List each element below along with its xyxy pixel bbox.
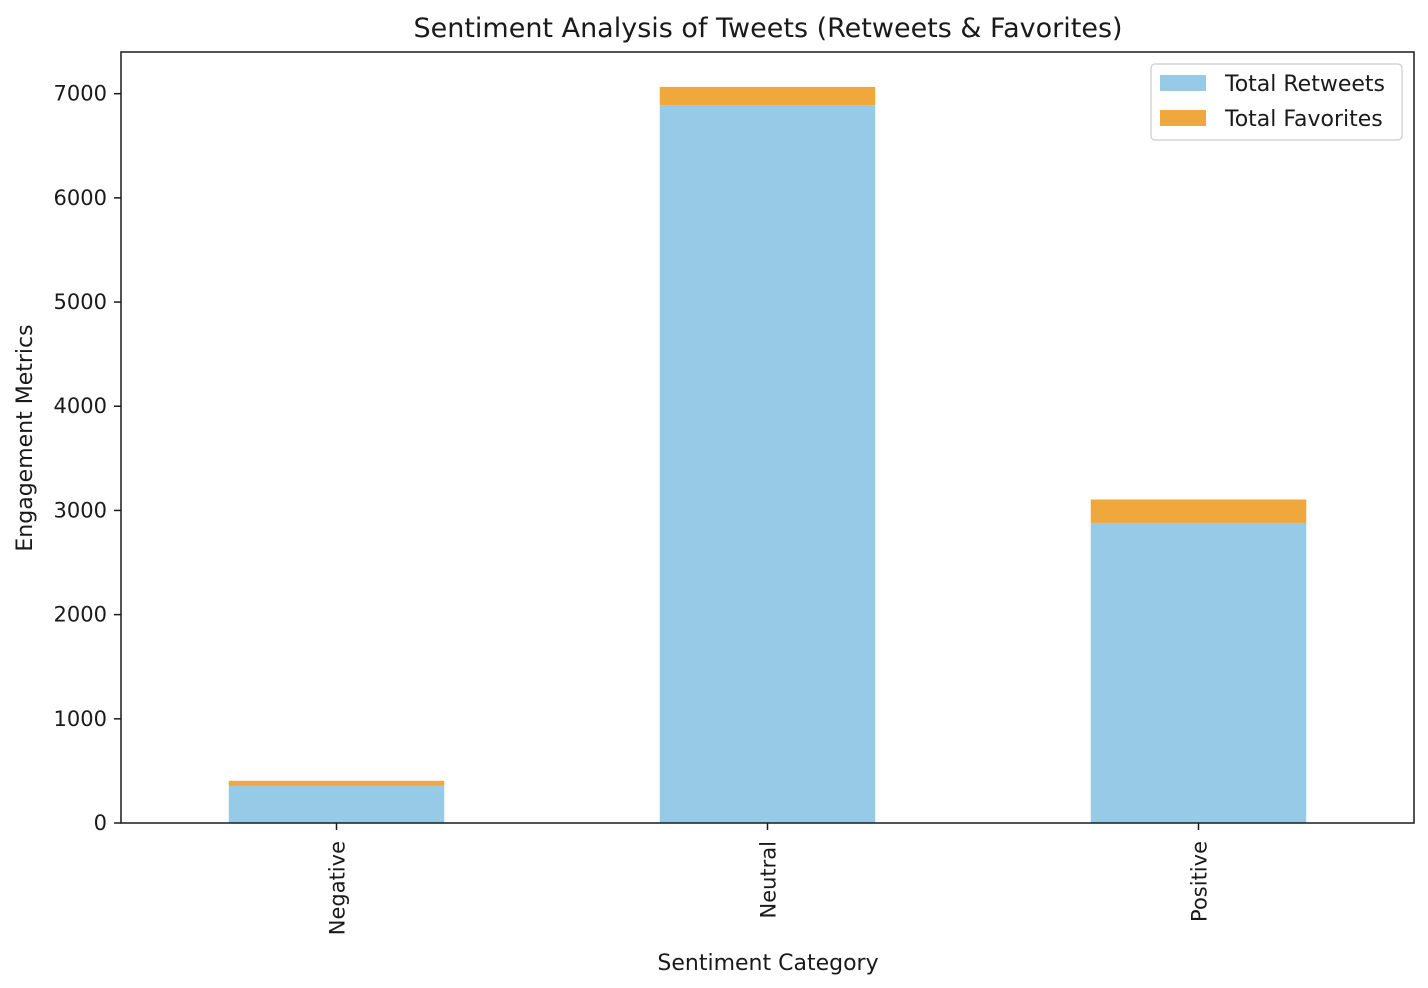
legend-swatch-total-retweets bbox=[1160, 75, 1206, 91]
bar-neutral-total-retweets bbox=[659, 105, 876, 823]
x-tick-label-negative: Negative bbox=[326, 841, 350, 935]
x-tick-label-positive: Positive bbox=[1188, 841, 1212, 922]
x-tick-label-neutral: Neutral bbox=[757, 841, 781, 919]
y-axis-ticks: 0 1000 2000 3000 4000 5000 6000 7000 bbox=[54, 82, 121, 835]
bars-group bbox=[228, 86, 1307, 823]
legend: Total Retweets Total Favorites bbox=[1150, 63, 1403, 141]
y-axis-label: Engagement Metrics bbox=[13, 324, 38, 551]
y-tick-label: 3000 bbox=[54, 498, 107, 522]
x-axis-ticks: Negative Neutral Positive bbox=[326, 823, 1212, 935]
chart-title: Sentiment Analysis of Tweets (Retweets &… bbox=[413, 13, 1122, 44]
y-tick-label: 2000 bbox=[54, 603, 107, 627]
legend-swatch-total-favorites bbox=[1160, 110, 1206, 126]
legend-label-total-favorites: Total Favorites bbox=[1224, 107, 1383, 132]
y-tick-label: 0 bbox=[94, 811, 107, 835]
bar-negative-total-retweets bbox=[228, 785, 445, 823]
x-axis-label: Sentiment Category bbox=[657, 951, 878, 976]
bar-positive-total-favorites bbox=[1090, 499, 1307, 523]
y-tick-label: 6000 bbox=[54, 186, 107, 210]
y-tick-label: 1000 bbox=[54, 707, 107, 731]
legend-label-total-retweets: Total Retweets bbox=[1224, 72, 1385, 97]
y-tick-label: 4000 bbox=[54, 394, 107, 418]
bar-positive-total-retweets bbox=[1090, 522, 1307, 823]
bar-neutral-total-favorites bbox=[659, 86, 876, 106]
y-tick-label: 5000 bbox=[54, 290, 107, 314]
bar-negative-total-favorites bbox=[228, 780, 445, 786]
legend-frame bbox=[1150, 63, 1403, 141]
y-tick-label: 7000 bbox=[54, 82, 107, 106]
